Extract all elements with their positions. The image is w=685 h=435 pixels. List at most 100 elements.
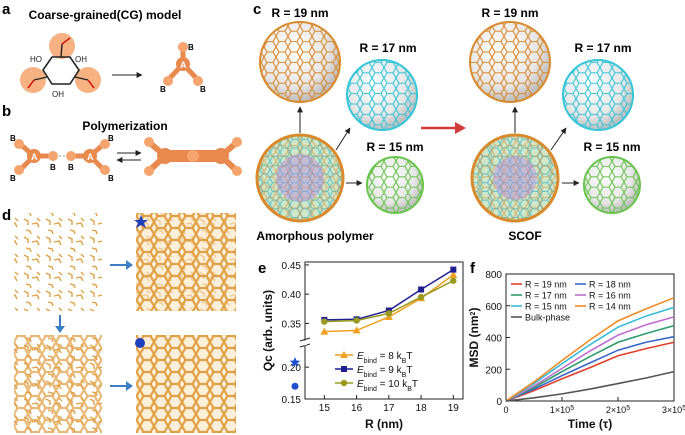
monomer2-a: A: [87, 152, 94, 162]
series-line: [505, 370, 675, 402]
amorphous-caption: Amorphous polymer: [256, 229, 374, 243]
outside-star-point: [289, 357, 301, 367]
x-tick-label: 3×105: [662, 405, 685, 416]
molecule-structure: HO OH OH: [20, 33, 101, 99]
cg-label-b3: B: [200, 85, 206, 94]
monomer1-a: A: [31, 152, 38, 162]
left-sphere-r17: [346, 59, 418, 131]
axis-break-gap: [302, 340, 308, 346]
cg-label-b1: B: [188, 43, 194, 52]
data-point-triangle: [320, 327, 329, 335]
data-point-circle: [321, 318, 328, 325]
panel-d-letter: d: [2, 207, 11, 224]
polymerized-dimer: [144, 137, 242, 176]
legend-label: R = 14 nm: [589, 302, 631, 312]
snapshot-partial-network: [14, 335, 102, 433]
left-amorphous-sphere: [255, 133, 345, 223]
y-tick-label: 200: [485, 365, 502, 376]
x-axis-label: Time (τ): [568, 417, 612, 431]
arrow-to-r17-right: [550, 127, 567, 151]
legend-label: Ebind = 8 kBT: [357, 351, 412, 365]
y-tick-label: 600: [485, 302, 502, 313]
panel-a-letter: a: [2, 1, 11, 18]
y-tick-label: 0.45: [282, 261, 302, 272]
ho-label: HO: [30, 55, 42, 64]
right-r17-label: R = 17 nm: [574, 41, 631, 55]
data-point-square: [418, 286, 425, 293]
snapshot-full-network: [136, 335, 236, 433]
series-line: [324, 274, 454, 333]
legend-label: R = 18 nm: [589, 280, 631, 290]
left-sphere-r19: [259, 21, 341, 103]
series-line: [505, 297, 675, 402]
panel-a-title: Coarse-grained(CG) model: [29, 8, 182, 22]
data-point-circle: [417, 293, 425, 301]
series-line: [505, 341, 675, 402]
y-tick-label: 0: [496, 397, 502, 408]
arrow-to-r17-left: [335, 127, 351, 151]
legend-label: Bulk-phase: [525, 313, 570, 323]
x-tick-label: 16: [351, 403, 363, 414]
panel-b-title: Polymerization: [82, 119, 167, 133]
cg-molecule: A B B B: [160, 42, 206, 94]
x-tick-label: 0: [503, 405, 508, 415]
x-axis-label: R (nm): [365, 417, 403, 431]
panel-b: b Polymerization A A B B B B B B: [2, 103, 242, 183]
data-point-triangle: [449, 270, 458, 278]
y-tick-label: 0.15: [282, 395, 302, 406]
right-sphere-r17: [562, 59, 634, 131]
legend-marker: [340, 351, 348, 358]
axis-break-mark: [299, 337, 311, 342]
series-line: [505, 316, 675, 402]
msd-chart: 0 200 400 600 800 0 1×105 2×105 3×105 Time (τ) MSD…: [467, 270, 685, 431]
y-axis-label: MSD (nm2): [467, 308, 481, 368]
x-tick-label: 19: [448, 403, 460, 414]
x-tick-label: 2×105: [606, 405, 630, 416]
monomer1-b-top: B: [10, 134, 16, 143]
data-point-circle: [450, 277, 457, 284]
y-tick-label: 0.20: [282, 363, 302, 374]
oh-label-bottom: OH: [52, 90, 64, 99]
panel-f: f 0 200 400 600 800 0 1×105 2×105 3×105 Time (τ) M…: [467, 260, 685, 431]
star-marker-icon: [134, 215, 148, 228]
y-axis-label: Qc (arb. units): [261, 290, 275, 371]
legend-label: R = 15 nm: [525, 302, 567, 312]
scof-caption: SCOF: [508, 229, 541, 243]
arrow-d-down-head: [55, 326, 65, 333]
chart-e-frame: [304, 261, 464, 400]
x-tick-label: 1×105: [550, 405, 574, 416]
snapshot-small-rings: [136, 213, 236, 311]
series-line: [505, 324, 675, 402]
panel-e-letter: e: [258, 260, 266, 277]
y-tick-label: 0.35: [282, 319, 302, 330]
right-scof-sphere: [470, 133, 560, 223]
panel-c-letter: c: [253, 1, 261, 18]
snapshot-scattered: [14, 213, 102, 311]
arrow-d-bottom-head: [126, 381, 133, 391]
monomer1-b-right: B: [50, 163, 56, 172]
series-line: [505, 306, 675, 402]
data-point-circle: [385, 310, 393, 317]
left-sphere-r15: [366, 156, 424, 214]
monomer1-b-bottom: B: [10, 174, 16, 183]
legend-marker: [340, 379, 348, 387]
monomer-pair: A A B B B B B B: [10, 134, 114, 183]
y-tick-label: 400: [485, 334, 502, 345]
y-tick-label: 0.40: [282, 290, 302, 301]
red-arrow-head: [455, 122, 466, 134]
right-r19-label: R = 19 nm: [481, 6, 538, 20]
right-sphere-r19: [469, 21, 551, 103]
right-r15-label: R = 15 nm: [583, 140, 640, 154]
data-point-circle: [353, 317, 360, 324]
series-line: [505, 335, 675, 402]
monomer2-b-left: B: [68, 163, 74, 172]
legend-label: Ebind = 9 kBT: [357, 365, 412, 379]
panel-f-letter: f: [470, 260, 476, 277]
x-tick-label: 18: [416, 403, 428, 414]
legend-label: R = 19 nm: [525, 280, 567, 290]
left-r19-label: R = 19 nm: [271, 6, 328, 20]
panel-b-letter: b: [2, 103, 11, 120]
x-tick-label: 17: [383, 403, 395, 414]
monomer2-b-bottom: B: [108, 174, 114, 183]
